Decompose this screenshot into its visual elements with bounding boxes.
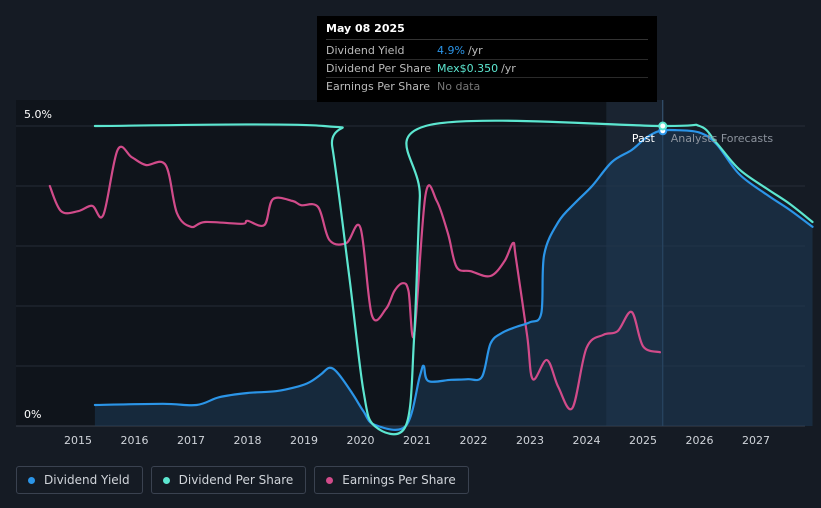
dividend-chart: 5.0% 0% 2015 2016 2017 2018 2019 2020 2021 2022 20… <box>16 100 814 447</box>
chart-series[interactable] <box>48 119 814 436</box>
tooltip-date: May 08 2025 <box>326 22 648 40</box>
tooltip-row-earnings-per-share: Earnings Per Share No data <box>326 78 648 95</box>
x-tick-label: 2020 <box>347 434 375 447</box>
chart-labels: 5.0% 0% 2015 2016 2017 2018 2019 2020 2021 2022 20… <box>24 108 773 447</box>
tooltip-value: No data <box>437 80 481 93</box>
x-tick-label: 2023 <box>516 434 544 447</box>
legend-dot-icon <box>326 476 334 484</box>
tooltip-unit: /yr <box>501 62 516 75</box>
tooltip-label: Dividend Per Share <box>326 62 432 75</box>
legend-dot-icon <box>162 476 170 484</box>
x-tick-label: 2022 <box>460 434 488 447</box>
earnings-per-share-line <box>48 145 661 411</box>
hover-marker <box>658 121 668 131</box>
past-label: Past <box>632 132 656 145</box>
x-tick-label: 2026 <box>686 434 714 447</box>
legend-item-dividend-per-share[interactable]: Dividend Per Share <box>150 466 307 494</box>
legend-item-dividend-yield[interactable]: Dividend Yield <box>16 466 143 494</box>
tooltip-value: 4.9% <box>437 44 465 57</box>
forecast-label: Analysts Forecasts <box>671 132 774 145</box>
x-tick-label: 2019 <box>290 434 318 447</box>
legend-label: Earnings Per Share <box>342 473 456 487</box>
tooltip-row-dividend-yield: Dividend Yield 4.9% /yr <box>326 42 648 60</box>
dividend-yield-area <box>94 129 813 430</box>
x-tick-label: 2024 <box>573 434 601 447</box>
tooltip-label: Earnings Per Share <box>326 80 431 93</box>
y-tick-label: 0% <box>24 408 41 421</box>
x-tick-label: 2021 <box>403 434 431 447</box>
chart-legend: Dividend Yield Dividend Per Share Earnin… <box>16 466 469 494</box>
x-tick-label: 2018 <box>234 434 262 447</box>
legend-dot-icon <box>28 476 35 484</box>
x-tick-label: 2015 <box>64 434 92 447</box>
x-tick-label: 2027 <box>742 434 770 447</box>
legend-label: Dividend Per Share <box>178 473 294 487</box>
legend-label: Dividend Yield <box>44 473 130 487</box>
legend-item-earnings-per-share[interactable]: Earnings Per Share <box>314 466 469 494</box>
hover-tooltip: May 08 2025 Dividend Yield 4.9% /yr Divi… <box>317 16 657 102</box>
dividend-per-share-line <box>93 119 814 436</box>
y-tick-label: 5.0% <box>24 108 52 121</box>
tooltip-unit: /yr <box>467 44 483 57</box>
tooltip-value: Mex$0.350 <box>437 62 499 75</box>
tooltip-label: Dividend Yield <box>326 44 405 57</box>
x-tick-label: 2017 <box>177 434 205 447</box>
x-tick-label: 2025 <box>629 434 657 447</box>
x-tick-label: 2016 <box>121 434 149 447</box>
tooltip-row-dividend-per-share: Dividend Per Share Mex$0.350 /yr <box>326 60 648 78</box>
